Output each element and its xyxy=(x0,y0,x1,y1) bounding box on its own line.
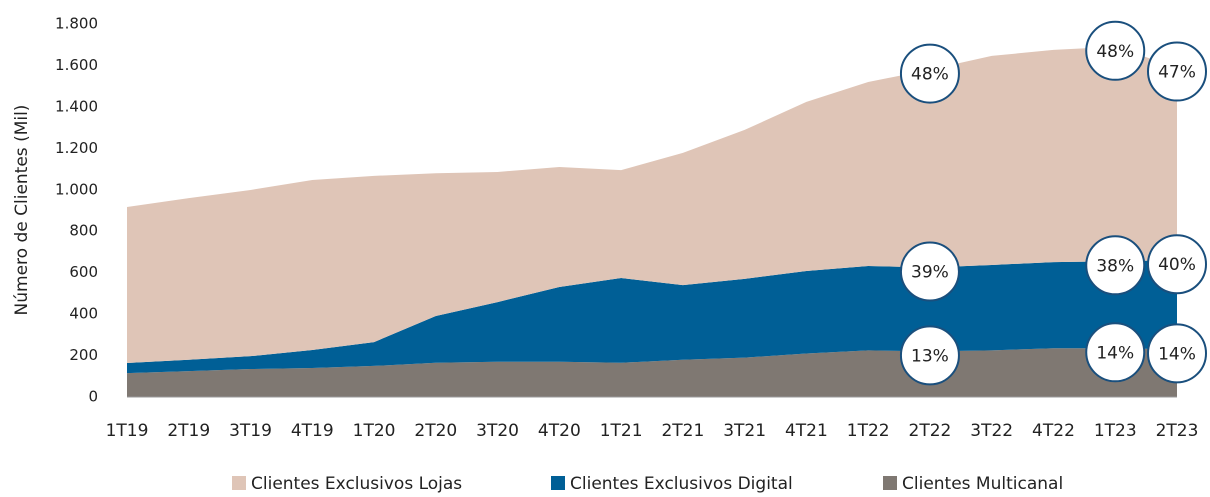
x-tick-label: 4T20 xyxy=(538,421,581,441)
y-tick-label: 1.600 xyxy=(55,56,98,74)
y-axis-label: Número de Clientes (Mil) xyxy=(12,105,32,316)
x-tick-label: 3T19 xyxy=(229,421,272,441)
y-tick-label: 800 xyxy=(69,222,98,240)
y-tick-label: 1.000 xyxy=(55,180,98,198)
areas xyxy=(127,46,1177,397)
annotation-circle xyxy=(1085,20,1146,81)
y-tick-label: 600 xyxy=(69,263,98,281)
legend-swatch xyxy=(232,476,246,490)
x-tick-label: 1T22 xyxy=(847,421,890,441)
y-tick-label: 200 xyxy=(69,346,98,364)
annotation-circle xyxy=(899,43,960,104)
x-tick-label: 4T21 xyxy=(785,421,828,441)
annotation-label: 40% xyxy=(1158,255,1196,275)
x-tick-label: 2T23 xyxy=(1156,421,1199,441)
annotation-circle xyxy=(1147,323,1207,384)
y-tick-label: 400 xyxy=(69,305,98,323)
annotation-label: 13% xyxy=(911,346,949,366)
x-tick-label: 2T22 xyxy=(909,421,952,441)
y-tick-label: 1.800 xyxy=(55,15,98,33)
annotation-label: 14% xyxy=(1158,344,1196,364)
x-tick-label: 2T19 xyxy=(167,421,210,441)
legend-label: Clientes Multicanal xyxy=(902,474,1063,493)
x-tick-label: 1T23 xyxy=(1094,421,1137,441)
area xyxy=(127,46,1177,364)
annotations: 48% 48% 47% 39% 38% 40% 13% 14% 14% xyxy=(899,20,1207,386)
y-tick-label: 1.400 xyxy=(55,97,98,115)
annotation-label: 39% xyxy=(911,262,949,282)
legend-label: Clientes Exclusivos Lojas xyxy=(251,474,462,493)
y-tick-label: 0 xyxy=(88,388,98,406)
annotation-label: 14% xyxy=(1096,343,1134,363)
annotation-circle xyxy=(899,325,960,386)
x-tick-label: 1T19 xyxy=(106,421,149,441)
legend-swatch xyxy=(551,476,565,490)
legend-swatch xyxy=(883,476,897,490)
x-tick-label: 4T19 xyxy=(291,421,334,441)
x-tick-label: 3T22 xyxy=(970,421,1013,441)
annotation-label: 48% xyxy=(911,65,949,85)
x-tick-label: 3T21 xyxy=(723,421,766,441)
x-tick-label: 1T20 xyxy=(353,421,396,441)
annotation-circle xyxy=(899,241,960,302)
x-tick-label: 2T21 xyxy=(661,421,704,441)
annotation-label: 38% xyxy=(1096,256,1134,276)
x-tick-label: 1T21 xyxy=(600,421,643,441)
annotation-circle xyxy=(1085,322,1146,383)
annotation-circle xyxy=(1085,235,1146,296)
annotation-circle xyxy=(1147,234,1207,295)
x-tick-label: 3T20 xyxy=(476,421,519,441)
annotation-circle xyxy=(1147,41,1207,102)
legend-label: Clientes Exclusivos Digital xyxy=(570,474,793,493)
annotation-label: 47% xyxy=(1158,63,1196,83)
x-tick-label: 4T22 xyxy=(1032,421,1075,441)
annotation-label: 48% xyxy=(1096,42,1134,62)
x-tick-label: 2T20 xyxy=(414,421,457,441)
y-tick-label: 1.200 xyxy=(55,139,98,157)
